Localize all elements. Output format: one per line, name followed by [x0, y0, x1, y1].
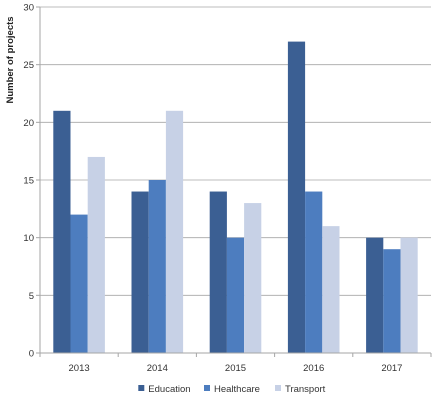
y-axis-title: Number of projects — [5, 16, 16, 103]
legend-label-healthcare: Healthcare — [214, 384, 260, 395]
axes: 0 5 10 15 20 25 30 2013 2014 2015 2016 2017 — [23, 3, 432, 374]
bar-education-2017 — [366, 237, 384, 353]
y-tick-label: 20 — [23, 118, 34, 129]
x-tick-label: 2013 — [69, 363, 90, 374]
bars — [53, 41, 418, 353]
bar-transport-2017 — [400, 237, 418, 353]
bar-transport-2014 — [165, 110, 184, 353]
legend-swatch-education — [138, 385, 145, 391]
bar-healthcare-2013 — [70, 214, 88, 353]
bar-transport-2015 — [244, 203, 262, 353]
bar-healthcare-2017 — [383, 249, 401, 353]
y-tick-label: 25 — [23, 60, 34, 71]
bar-healthcare-2016 — [305, 191, 323, 353]
bar-transport-2013 — [87, 156, 105, 353]
x-tick-label: 2014 — [147, 363, 168, 374]
x-tick-label: 2016 — [303, 363, 324, 374]
bar-healthcare-2015 — [226, 237, 245, 353]
legend: Education Healthcare Transport — [138, 384, 326, 395]
bar-healthcare-2014 — [148, 180, 166, 353]
legend-swatch-transport — [275, 385, 281, 391]
y-tick-label: 10 — [23, 233, 34, 244]
bar-education-2015 — [209, 191, 227, 353]
y-tick-label: 0 — [29, 349, 34, 360]
y-tick-label: 5 — [29, 291, 34, 302]
bar-education-2016 — [287, 41, 306, 353]
bar-education-2014 — [131, 191, 149, 353]
legend-label-education: Education — [148, 384, 190, 395]
legend-swatch-healthcare — [204, 385, 210, 391]
gridlines — [40, 6, 431, 296]
y-tick-label: 15 — [23, 176, 34, 187]
bar-education-2013 — [53, 110, 71, 353]
x-tick-label: 2015 — [225, 363, 246, 374]
legend-label-transport: Transport — [285, 384, 326, 395]
y-tick-label: 30 — [23, 3, 34, 14]
bar-transport-2016 — [322, 226, 340, 353]
x-tick-label: 2017 — [381, 363, 402, 374]
